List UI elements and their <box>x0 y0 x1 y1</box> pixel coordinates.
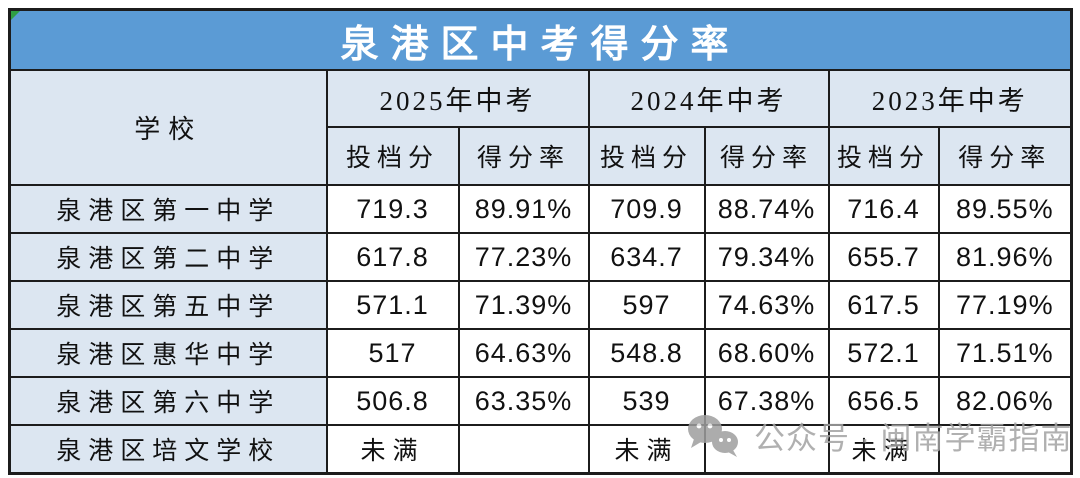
cell-rate-2024: 68.60% <box>703 328 830 378</box>
sub-header-row: 投档分 得分率 投档分 得分率 投档分 得分率 <box>10 126 1073 186</box>
cell-score-2023: 655.7 <box>827 232 940 282</box>
cell-rate-2025: 71.39% <box>457 280 590 330</box>
cell-score-2023: 716.4 <box>827 184 940 234</box>
school-name: 泉港区第五中学 <box>8 280 328 330</box>
sub-header-score-2025: 投档分 <box>325 126 460 186</box>
year-header-2023: 2023年中考 <box>827 69 1073 128</box>
title-row: 泉港区中考得分率 <box>8 8 1073 71</box>
table-row: 泉港区第二中学 617.8 77.23% 634.7 79.34% 655.7 … <box>8 232 1073 282</box>
cell-rate-2024 <box>703 424 830 475</box>
table-row: 泉港区第一中学 719.3 89.91% 709.9 88.74% 716.4 … <box>8 184 1073 234</box>
table-row: 泉港区培文学校 未满 未满 未满 <box>8 424 1073 475</box>
cell-score-2025: 506.8 <box>325 376 460 426</box>
sub-header-rate-2024: 得分率 <box>703 126 830 186</box>
cell-score-2025: 571.1 <box>325 280 460 330</box>
cell-rate-2025 <box>457 424 590 475</box>
cell-score-2023: 572.1 <box>827 328 940 378</box>
cell-rate-2025: 63.35% <box>457 376 590 426</box>
table-title-cell: 泉港区中考得分率 <box>8 8 1073 71</box>
cell-score-2024: 548.8 <box>587 328 706 378</box>
school-name: 泉港区培文学校 <box>8 424 328 475</box>
cell-score-2025: 517 <box>325 328 460 378</box>
cell-score-2024: 634.7 <box>587 232 706 282</box>
school-name: 泉港区第一中学 <box>8 184 328 234</box>
cell-rate-2025: 77.23% <box>457 232 590 282</box>
cell-rate-2024: 74.63% <box>703 280 830 330</box>
year-header-row: 学校 2025年中考 2024年中考 2023年中考 <box>8 69 1073 186</box>
school-name: 泉港区第六中学 <box>8 376 328 426</box>
cell-rate-2025: 64.63% <box>457 328 590 378</box>
year-header-2024: 2024年中考 <box>587 69 830 128</box>
cell-rate-2023: 81.96% <box>937 232 1073 282</box>
cell-rate-2023: 89.55% <box>937 184 1073 234</box>
page-title: 泉港区中考得分率 <box>340 23 741 66</box>
table-row: 泉港区第五中学 571.1 71.39% 597 74.63% 617.5 77… <box>8 280 1073 330</box>
cell-rate-2023: 77.19% <box>937 280 1073 330</box>
cell-score-2024: 539 <box>587 376 706 426</box>
cell-rate-2023: 82.06% <box>937 376 1073 426</box>
cell-score-2025: 719.3 <box>325 184 460 234</box>
sub-header-rate-2023: 得分率 <box>937 126 1073 186</box>
cell-rate-2025: 89.91% <box>457 184 590 234</box>
cell-score-2024: 597 <box>587 280 706 330</box>
cell-rate-2024: 88.74% <box>703 184 830 234</box>
cell-score-2025: 未满 <box>325 424 460 475</box>
cell-rate-2024: 79.34% <box>703 232 830 282</box>
cell-score-2023: 656.5 <box>827 376 940 426</box>
year-header-2025: 2025年中考 <box>325 69 590 128</box>
cell-score-2023: 617.5 <box>827 280 940 330</box>
excel-corner-marker-icon <box>11 11 20 20</box>
school-name: 泉港区惠华中学 <box>8 328 328 378</box>
score-table: 泉港区中考得分率 学校 2025年中考 2024年中考 2023年中考 投档分 … <box>8 8 1074 475</box>
cell-rate-2024: 67.38% <box>703 376 830 426</box>
cell-score-2024: 未满 <box>587 424 706 475</box>
school-column-header: 学校 <box>8 69 328 186</box>
school-name: 泉港区第二中学 <box>8 232 328 282</box>
sub-header-score-2024: 投档分 <box>587 126 706 186</box>
sub-header-score-2023: 投档分 <box>827 126 940 186</box>
sub-header-rate-2025: 得分率 <box>457 126 590 186</box>
cell-score-2023: 未满 <box>827 424 940 475</box>
cell-rate-2023: 71.51% <box>937 328 1073 378</box>
cell-rate-2023 <box>937 424 1073 475</box>
cell-score-2025: 617.8 <box>325 232 460 282</box>
table-row: 泉港区第六中学 506.8 63.35% 539 67.38% 656.5 82… <box>8 376 1073 426</box>
cell-score-2024: 709.9 <box>587 184 706 234</box>
table-row: 泉港区惠华中学 517 64.63% 548.8 68.60% 572.1 71… <box>8 328 1073 378</box>
